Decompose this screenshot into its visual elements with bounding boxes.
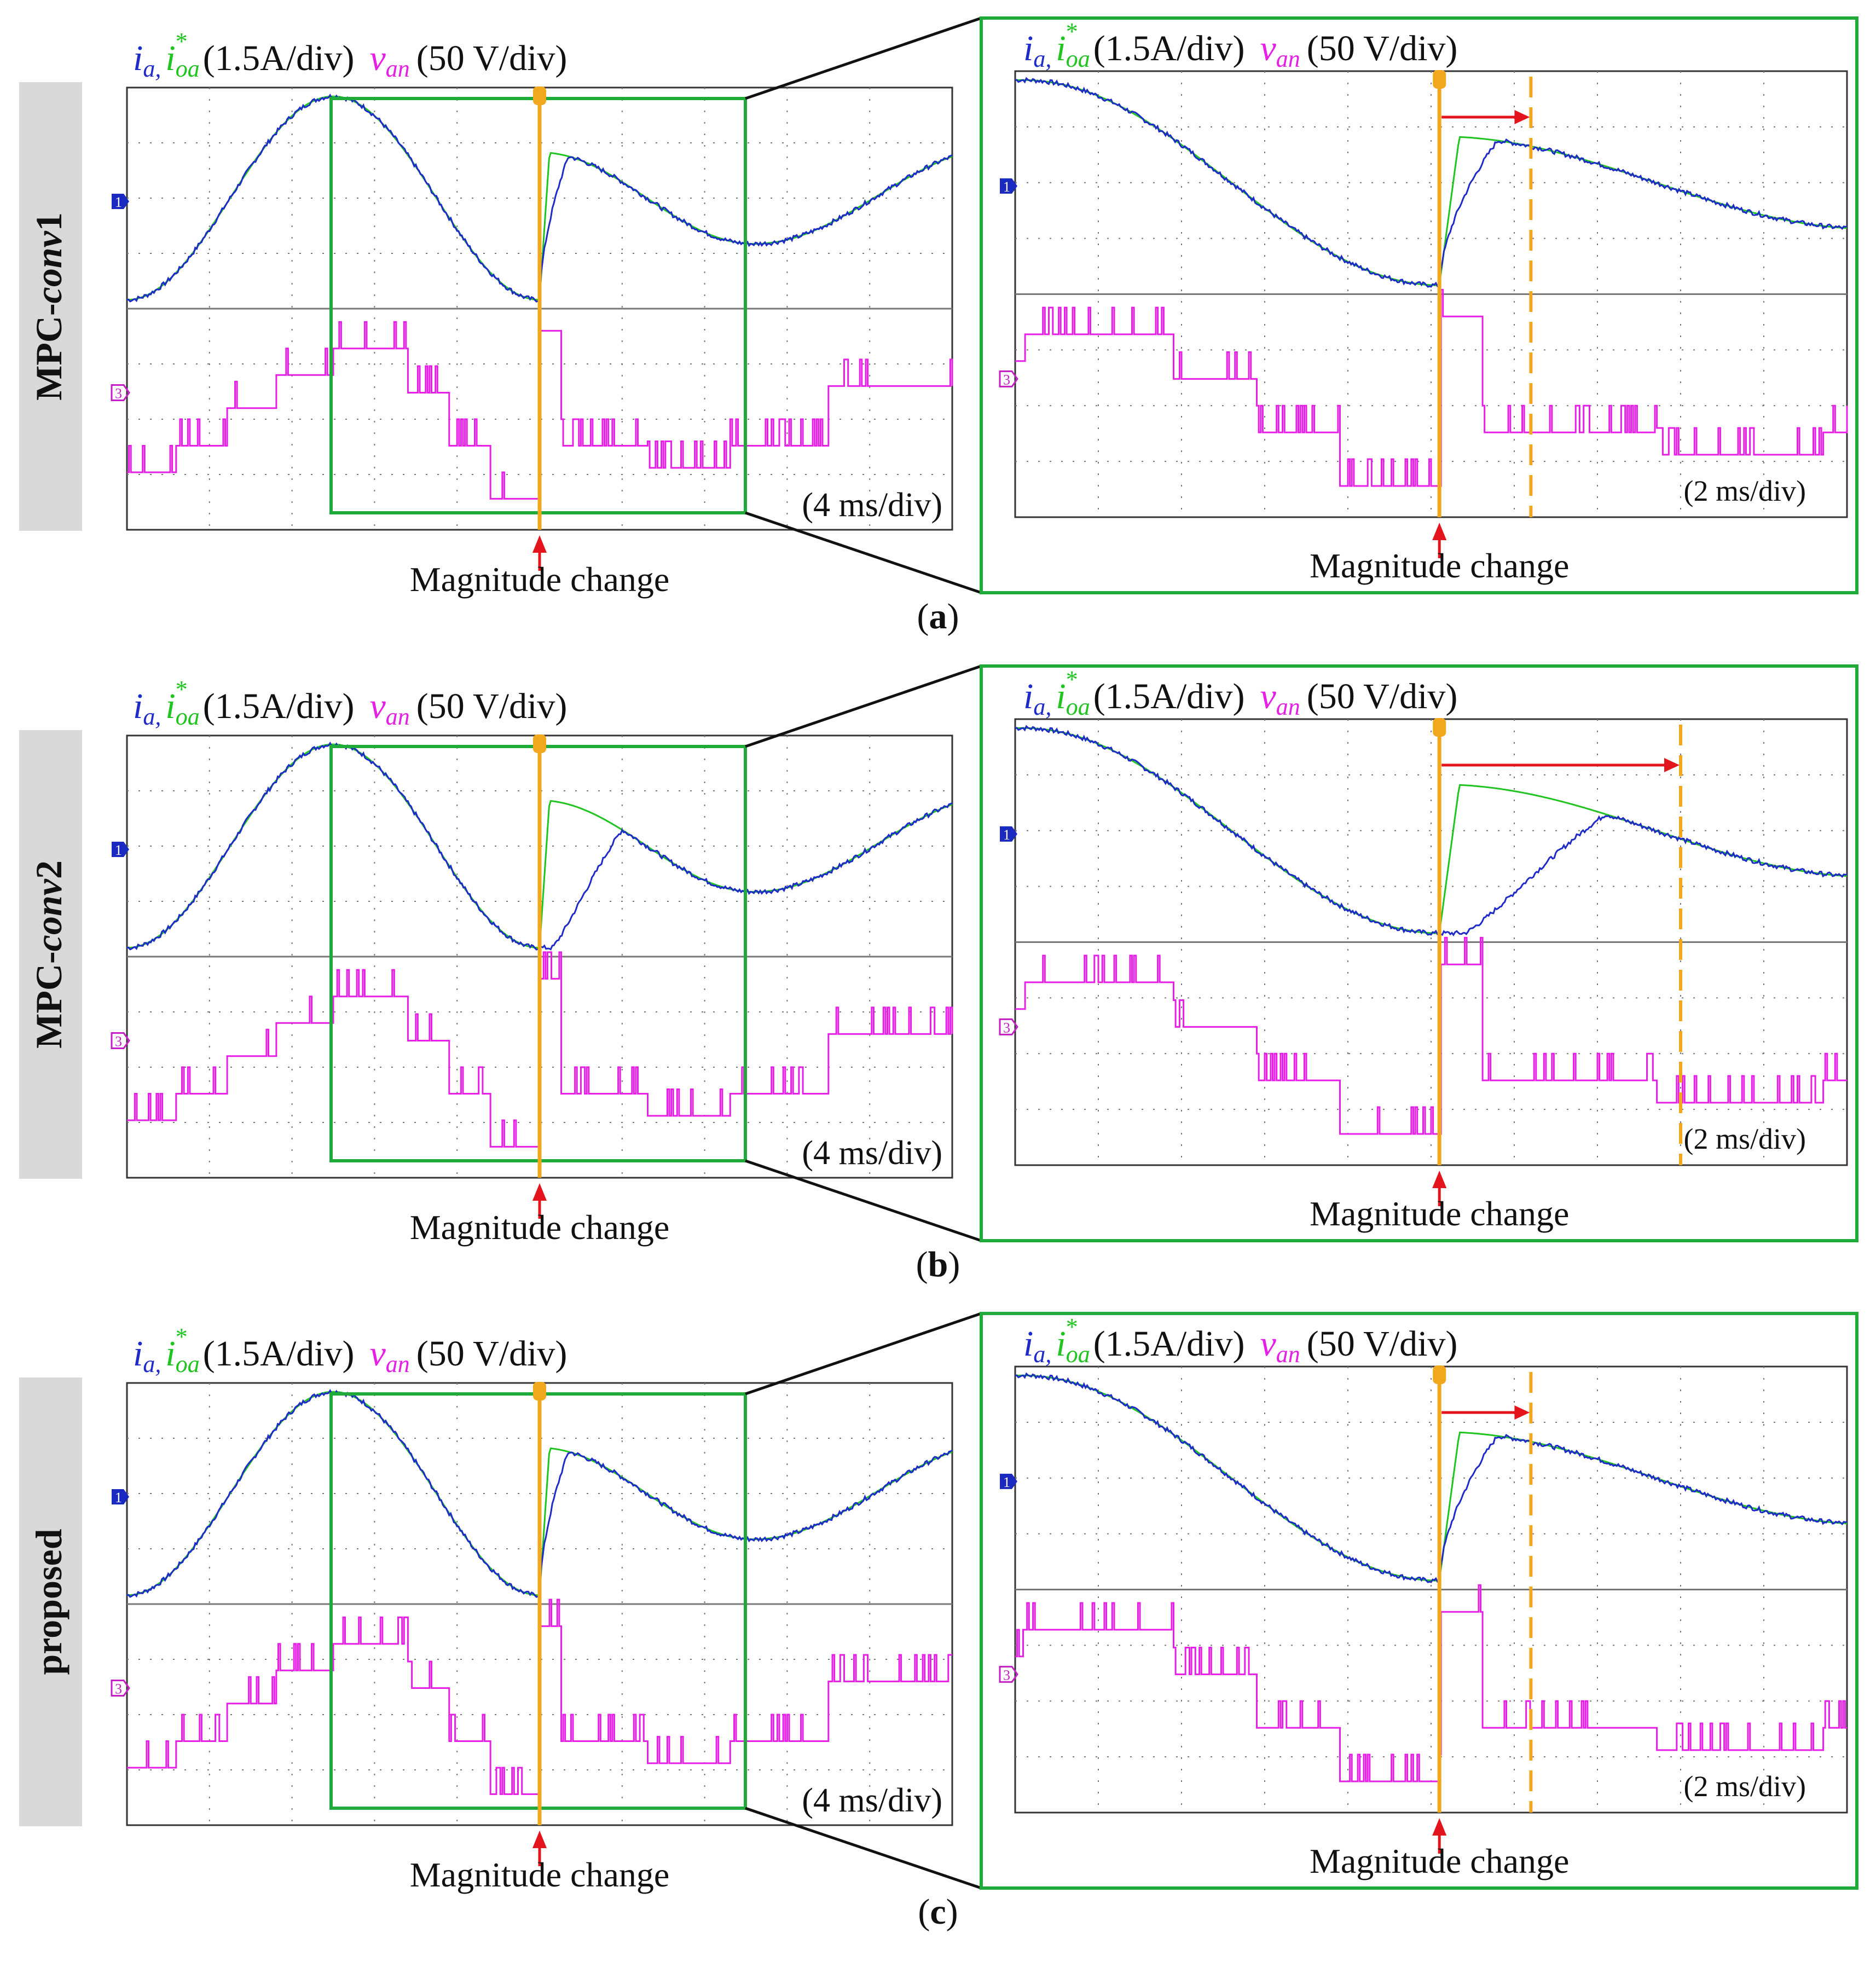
full-c-annot-arrowhead — [532, 1831, 547, 1848]
zoom-frame-b — [980, 664, 1858, 1242]
full-b-legend: ia, ioa* (1.5A/div) van (50 V/div) — [133, 676, 567, 730]
full-series-van-a — [127, 321, 953, 500]
zoom-c-ch1-label: 1 — [1003, 1474, 1010, 1490]
side-label-bg-c — [19, 1377, 82, 1826]
full-c-ch1-icon — [112, 1489, 129, 1505]
zoom-b-legend: ia, ioa* (1.5A/div) van (50 V/div) — [1023, 666, 1457, 720]
zoom-a-annotation: Magnitude change — [1310, 546, 1570, 585]
zoom-c-ch1-icon — [1000, 1473, 1017, 1489]
zoom-series-ia-b — [1015, 725, 1848, 936]
zoom-a-ch3-icon — [999, 370, 1018, 387]
connector-bottom-a — [745, 511, 982, 594]
zoom-b-annot-arrowhead — [1432, 1171, 1447, 1188]
zoom-a-ch1-icon — [1000, 178, 1017, 194]
panel-label-c: (c) — [918, 1892, 958, 1932]
method-label-a: MPC-conv1 — [28, 212, 70, 401]
full-series-van-b — [127, 951, 953, 1148]
connector-bottom-c — [745, 1807, 982, 1890]
full-b-annot-arrowhead — [532, 1183, 547, 1201]
zoom-series-ia-a — [1015, 77, 1848, 288]
zoom-screen-c-grid — [1015, 1367, 1847, 1813]
method-label-b: MPC-conv2 — [28, 860, 70, 1049]
full-c-ch1-label: 1 — [115, 1490, 122, 1506]
full-series-van-c — [127, 1599, 952, 1795]
full-b-annotation: Magnitude change — [410, 1208, 670, 1247]
connector-bottom-b — [745, 1159, 982, 1242]
connector-top-c — [745, 1312, 982, 1396]
zoom-delay-arrowhead-a — [1514, 110, 1530, 124]
panel-label-b: (b) — [916, 1245, 960, 1284]
side-label-bg-a — [19, 82, 82, 531]
connector-top-b — [745, 664, 982, 748]
zoom-series-van-c — [1015, 1584, 1847, 1782]
panel-a: MPC-conv1 ia, ioa* (1.5A/div) van (50 V/div) 1… — [19, 16, 1858, 636]
zoom-a-annot-arrowhead — [1432, 523, 1447, 540]
zoom-screen-b-grid — [1015, 719, 1847, 1165]
full-timebase-a: (4 ms/div) — [802, 487, 942, 524]
full-c-annotation: Magnitude change — [410, 1855, 670, 1894]
full-a-ch3-icon — [111, 384, 130, 402]
zoom-a-trigger-marker — [1433, 70, 1446, 89]
zoom-timebase-b: (2 ms/div) — [1684, 1122, 1806, 1155]
zoom-b-ch3-icon — [999, 1018, 1018, 1035]
full-a-ch3-label: 3 — [115, 386, 122, 402]
zoom-series-van-b — [1015, 936, 1847, 1135]
zoom-c-trigger-marker — [1433, 1365, 1446, 1384]
full-c-ch3-label: 3 — [115, 1681, 122, 1697]
full-a-annot-arrowhead — [532, 535, 547, 553]
full-timebase-b: (4 ms/div) — [802, 1135, 942, 1172]
connector-top-a — [745, 16, 982, 100]
zoom-b-ch3-label: 3 — [1003, 1020, 1010, 1035]
full-b-trigger-marker — [533, 734, 546, 753]
full-c-ch3-icon — [111, 1680, 130, 1697]
zoom-c-ch3-icon — [999, 1665, 1018, 1683]
panel-b: MPC-conv2 ia, ioa* (1.5A/div) van (50 V/div) 1… — [19, 664, 1858, 1284]
zoom-frame-a — [980, 16, 1858, 594]
method-label-c: proposed — [28, 1529, 70, 1675]
full-c-trigger-marker — [533, 1382, 546, 1400]
full-b-ch1-icon — [112, 842, 129, 858]
zoom-c-annot-arrowhead — [1432, 1818, 1447, 1836]
full-a-legend: ia, ioa* (1.5A/div) van (50 V/div) — [133, 28, 567, 82]
full-a-annotation: Magnitude change — [410, 560, 670, 599]
zoom-delay-arrowhead-b — [1664, 758, 1680, 772]
panel-label-a: (a) — [917, 597, 959, 636]
full-b-ch3-label: 3 — [115, 1034, 122, 1050]
full-a-ch1-label: 1 — [115, 194, 122, 210]
zoom-a-ch3-label: 3 — [1003, 372, 1010, 387]
side-label-bg-b — [19, 730, 82, 1179]
full-a-trigger-marker — [533, 86, 546, 105]
zoom-c-annotation: Magnitude change — [1310, 1842, 1570, 1880]
full-b-ch3-icon — [111, 1032, 130, 1050]
zoom-delay-arrowhead-c — [1514, 1405, 1530, 1420]
zoom-timebase-a: (2 ms/div) — [1684, 474, 1806, 507]
full-timebase-c: (4 ms/div) — [802, 1782, 942, 1819]
zoom-screen-a-grid — [1015, 71, 1847, 517]
zoom-b-trigger-marker — [1433, 718, 1446, 737]
zoom-b-annotation: Magnitude change — [1310, 1194, 1570, 1233]
zoom-a-legend: ia, ioa* (1.5A/div) van (50 V/div) — [1023, 18, 1457, 72]
full-a-ch1-icon — [112, 194, 129, 210]
zoom-a-ch1-label: 1 — [1003, 179, 1010, 195]
zoom-c-ch3-label: 3 — [1003, 1667, 1010, 1683]
zoom-series-van-a — [1015, 288, 1848, 487]
full-b-ch1-label: 1 — [115, 842, 122, 858]
zoom-timebase-c: (2 ms/div) — [1684, 1770, 1806, 1803]
panel-c: proposed ia, ioa* (1.5A/div) van (50 V/div) 1 3… — [19, 1312, 1858, 1932]
zoom-series-ia-c — [1015, 1372, 1848, 1583]
zoom-b-ch1-icon — [1000, 826, 1017, 842]
zoom-b-ch1-label: 1 — [1003, 827, 1010, 843]
full-c-legend: ia, ioa* (1.5A/div) van (50 V/div) — [133, 1323, 567, 1377]
zoom-frame-c — [980, 1312, 1858, 1890]
zoom-c-legend: ia, ioa* (1.5A/div) van (50 V/div) — [1023, 1313, 1457, 1368]
